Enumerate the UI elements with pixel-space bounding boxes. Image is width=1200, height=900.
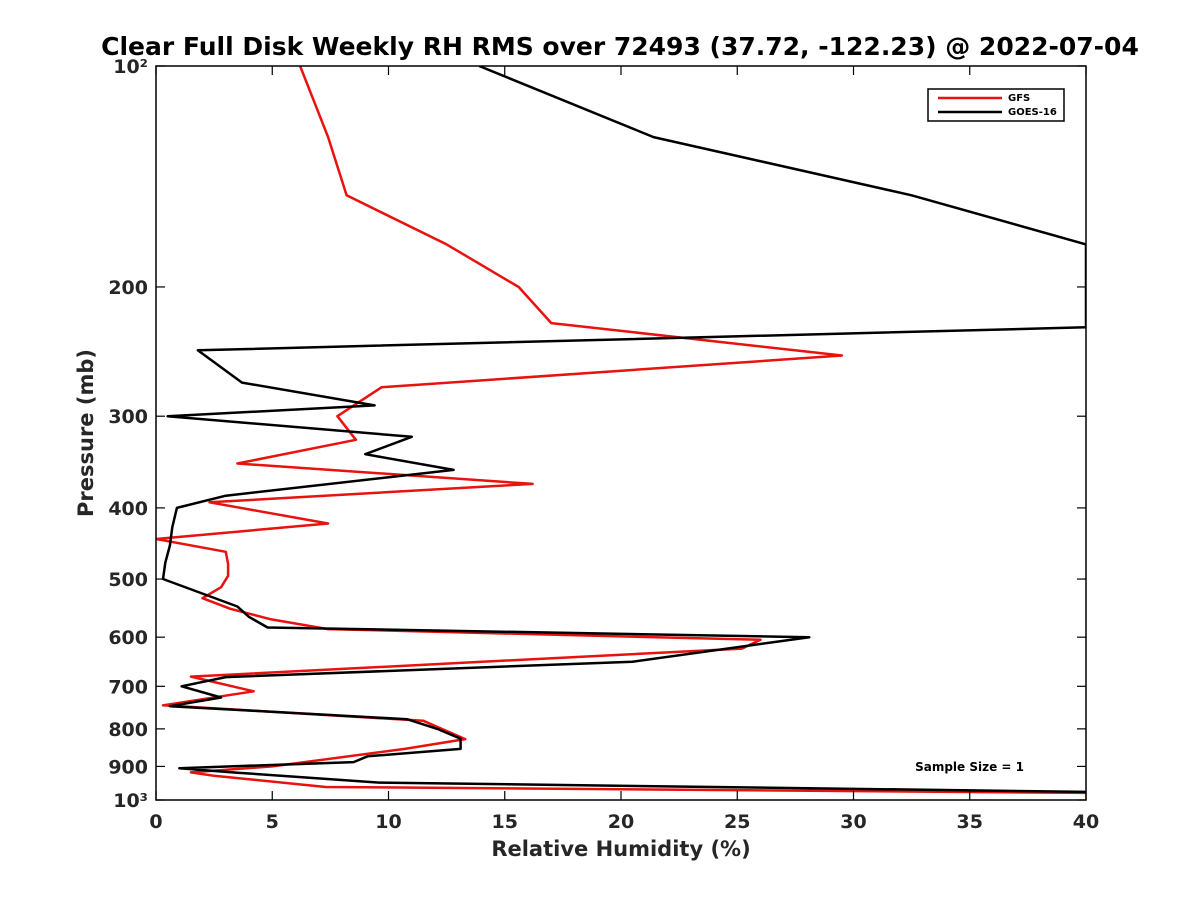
plot-frame bbox=[155, 65, 1087, 801]
x-axis: 0 5 10 15 20 25 30 35 40 bbox=[149, 66, 1099, 833]
x-axis-label: Relative Humidity (%) bbox=[491, 837, 750, 861]
legend-label-goes16: GOES-16 bbox=[1008, 107, 1057, 118]
legend-label-gfs: GFS bbox=[1008, 93, 1030, 104]
x-tick-label: 10 bbox=[375, 811, 401, 833]
legend: GFS GOES-16 bbox=[927, 88, 1065, 122]
legend-box bbox=[927, 88, 1065, 122]
y-tick-label: 600 bbox=[108, 627, 148, 649]
chart-title: Clear Full Disk Weekly RH RMS over 72493… bbox=[101, 32, 1139, 61]
series-line-gfs bbox=[156, 66, 1086, 795]
series-layer bbox=[156, 66, 1086, 795]
x-tick-label: 35 bbox=[957, 811, 983, 833]
series-line-goes16 bbox=[161, 66, 1086, 794]
sample-size-annotation: Sample Size = 1 bbox=[915, 760, 1024, 774]
x-tick-label: 0 bbox=[149, 811, 162, 833]
y-tick-label: 500 bbox=[108, 569, 148, 591]
x-tick-label: 5 bbox=[266, 811, 279, 833]
x-tick-label: 15 bbox=[492, 811, 518, 833]
x-tick-label: 20 bbox=[608, 811, 634, 833]
x-tick-label: 30 bbox=[840, 811, 866, 833]
x-tick-label: 25 bbox=[724, 811, 750, 833]
y-tick-label: 10² bbox=[113, 56, 148, 78]
y-tick-label: 200 bbox=[108, 277, 148, 299]
y-tick-label: 400 bbox=[108, 498, 148, 520]
y-tick-label: 900 bbox=[108, 756, 148, 778]
y-tick-label: 700 bbox=[108, 676, 148, 698]
y-tick-label: 800 bbox=[108, 719, 148, 741]
y-axis: 10² 200 300 400 500 600 700 800 900 10³ bbox=[108, 56, 1086, 812]
y-axis-label: Pressure (mb) bbox=[74, 349, 98, 517]
y-tick-label: 10³ bbox=[113, 790, 148, 812]
x-tick-label: 40 bbox=[1073, 811, 1099, 833]
y-tick-label: 300 bbox=[108, 406, 148, 428]
